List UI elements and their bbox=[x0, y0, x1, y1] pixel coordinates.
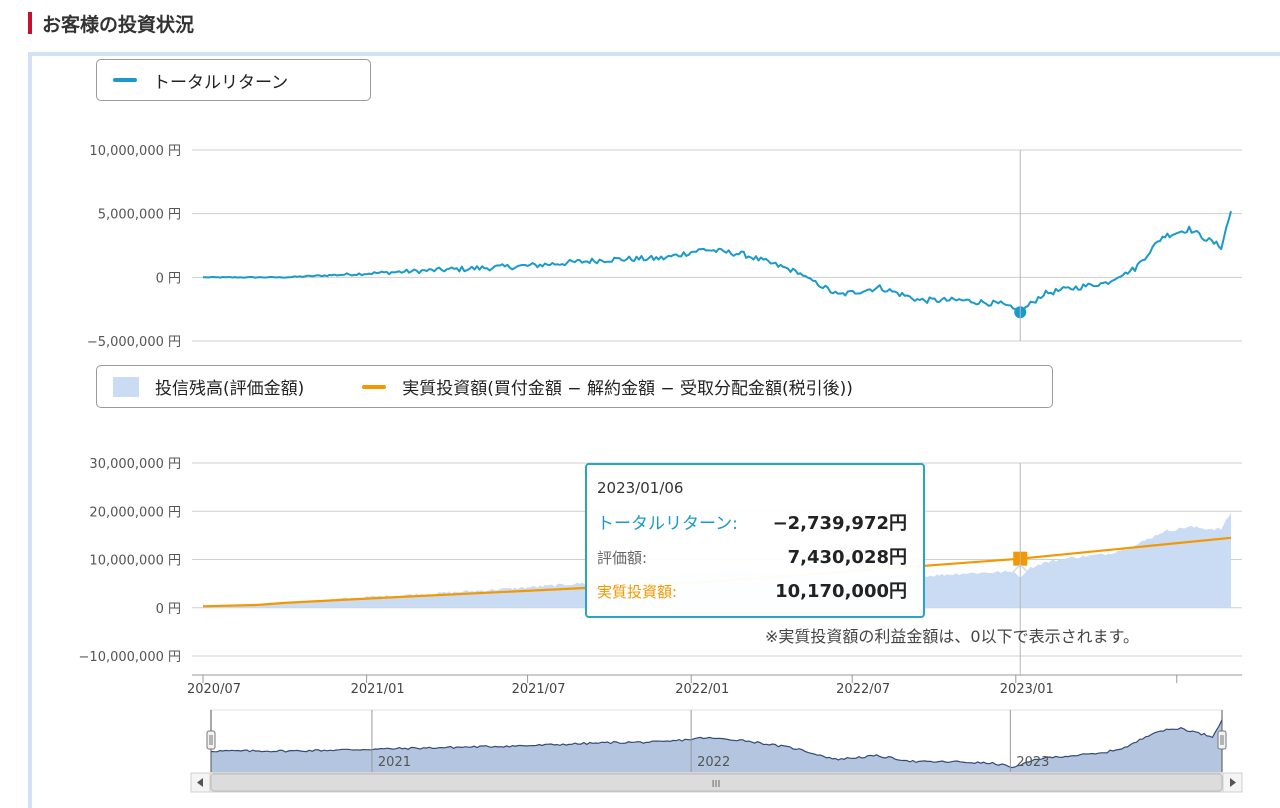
total-return-line bbox=[202, 210, 1232, 315]
top-chart-grid: 10,000,000 円 5,000,000 円 0 円 −5,000,000 円 bbox=[87, 144, 1242, 350]
top-chart-series bbox=[202, 210, 1232, 319]
x-tick-label: 2020/07 bbox=[187, 682, 241, 697]
arrow-left-icon bbox=[197, 778, 203, 787]
tooltip-total-return-value: −2,739,972円 bbox=[772, 513, 907, 534]
x-tick-label: 2023/01 bbox=[1000, 682, 1054, 697]
y-tick-label: 0 円 bbox=[156, 602, 181, 617]
area-swatch-icon bbox=[113, 376, 139, 397]
y-tick-label: 5,000,000 円 bbox=[98, 208, 181, 223]
legend-item-valuation[interactable]: 投信残高(評価金額) bbox=[113, 374, 304, 399]
line-swatch-icon bbox=[362, 384, 387, 389]
tooltip: 2023/01/06 トータルリターン: −2,739,972円 評価額: 7,… bbox=[585, 463, 925, 618]
x-tick-label: 2022/01 bbox=[675, 682, 729, 697]
tooltip-date: 2023/01/06 bbox=[597, 479, 684, 497]
legend-item-total-return[interactable]: トータルリターン bbox=[113, 68, 288, 93]
x-tick-label: 2022/07 bbox=[836, 682, 890, 697]
y-tick-label: 20,000,000 円 bbox=[89, 505, 181, 520]
legend-item-invested[interactable]: 実質投資額(買付金額 − 解約金額 − 受取分配金額(税引後)) bbox=[362, 374, 853, 399]
tooltip-total-return-label: トータルリターン: bbox=[597, 514, 738, 534]
section-accent-bar bbox=[28, 12, 32, 34]
footnote: ※実質投資額の利益金額は、0以下で表示されます。 bbox=[765, 627, 1139, 646]
y-tick-label: 0 円 bbox=[156, 271, 181, 286]
range-navigator: 2021 2022 2023 III bbox=[190, 709, 1243, 793]
tooltip-row-valuation: 評価額: 7,430,028円 bbox=[597, 543, 907, 569]
tooltip-row-invested: 実質投資額: 10,170,000円 bbox=[597, 577, 907, 603]
y-tick-label: 10,000,000 円 bbox=[89, 144, 181, 159]
x-axis: 2020/07 2021/01 2021/07 2022/01 2022/07 2023/… bbox=[187, 674, 1242, 697]
legend-label-valuation: 投信残高(評価金額) bbox=[155, 379, 305, 399]
tooltip-invested-label: 実質投資額: bbox=[597, 583, 678, 601]
left-handle[interactable] bbox=[206, 730, 216, 750]
section-header: お客様の投資状況 bbox=[28, 10, 194, 36]
scrollbar-thumb[interactable] bbox=[210, 773, 1223, 792]
tooltip-invested-value: 10,170,000円 bbox=[775, 581, 907, 602]
tooltip-row-total-return: トータルリターン: −2,739,972円 bbox=[597, 509, 907, 535]
tooltip-valuation-label: 評価額: bbox=[597, 549, 648, 567]
y-tick-label: −10,000,000 円 bbox=[79, 650, 181, 665]
navigator-year-label: 2021 bbox=[378, 755, 411, 770]
navigator-year-label: 2023 bbox=[1016, 755, 1049, 770]
navigator-year-label: 2022 bbox=[697, 755, 730, 770]
scrollbar-grip-icon: III bbox=[712, 779, 721, 790]
right-handle[interactable] bbox=[1217, 730, 1227, 750]
legend-bottom: 投信残高(評価金額) 実質投資額(買付金額 − 解約金額 − 受取分配金額(税引… bbox=[96, 365, 1053, 408]
chart-panel bbox=[28, 52, 1280, 808]
x-tick-label: 2021/07 bbox=[512, 682, 566, 697]
legend-top: トータルリターン bbox=[96, 59, 371, 101]
section-title: お客様の投資状況 bbox=[42, 13, 195, 36]
x-tick-label: 2021/01 bbox=[351, 682, 405, 697]
legend-label-invested: 実質投資額(買付金額 − 解約金額 − 受取分配金額(税引後)) bbox=[402, 379, 853, 399]
arrow-right-icon bbox=[1230, 778, 1236, 787]
legend-label-total-return: トータルリターン bbox=[153, 72, 289, 93]
line-swatch-icon bbox=[113, 78, 137, 82]
y-tick-label: 30,000,000 円 bbox=[89, 457, 181, 472]
tooltip-valuation-value: 7,430,028円 bbox=[787, 547, 907, 568]
valuation-area bbox=[203, 512, 1231, 608]
navigator-area bbox=[211, 719, 1222, 772]
y-tick-label: 10,000,000 円 bbox=[89, 554, 181, 569]
y-tick-label: −5,000,000 円 bbox=[87, 335, 181, 350]
navigator-line bbox=[210, 719, 1223, 769]
